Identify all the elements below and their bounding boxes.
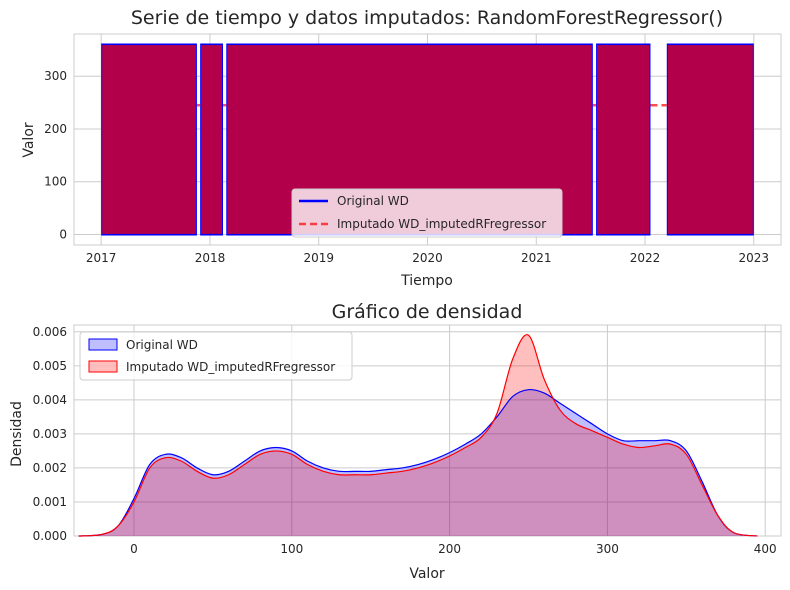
density-data	[78, 334, 758, 537]
density-x-tick-label: 300	[596, 542, 619, 556]
density-x-ticks: 0 100 200 300 400	[130, 542, 777, 556]
density-y-tick-label: 0.004	[33, 393, 67, 407]
imputed-series-band	[102, 45, 196, 234]
timeseries-x-label: Tiempo	[400, 273, 453, 289]
density-imputed-area	[78, 334, 758, 536]
timeseries-y-ticks: 0 100 200 300	[44, 69, 67, 241]
timeseries-x-tick-label: 2021	[521, 251, 552, 265]
density-y-tick-label: 0.002	[33, 461, 67, 475]
density-legend-box	[79, 331, 353, 381]
timeseries-x-tick-label: 2017	[86, 251, 117, 265]
density-y-tick-label: 0.001	[33, 495, 67, 509]
timeseries-legend: Original WD Imputado WD_imputedRFregress…	[291, 188, 563, 238]
density-original-area	[78, 389, 758, 536]
density-y-ticks: 0.000 0.001 0.002 0.003 0.004 0.005 0.006	[33, 325, 67, 543]
density-x-tick-label: 100	[280, 542, 303, 556]
density-y-label: Densidad	[9, 401, 25, 467]
timeseries-y-tick-label: 200	[44, 122, 67, 136]
timeseries-y-tick-label: 300	[44, 69, 67, 83]
legend-density-imputed-label: Imputado WD_imputedRFregressor	[126, 360, 335, 374]
density-imputed-line	[78, 334, 758, 537]
legend-original-label: Original WD	[337, 194, 409, 208]
density-x-tick-label: 200	[438, 542, 461, 556]
density-y-tick-label: 0.000	[33, 529, 67, 543]
density-grid	[74, 325, 781, 537]
timeseries-x-tick-label: 2022	[630, 251, 661, 265]
legend-density-imputed-swatch	[88, 360, 118, 373]
density-chart: 0 100 200 300 400 0.0000.0010.0020.0030.0040…	[9, 301, 782, 582]
imputed-series-band	[597, 45, 650, 234]
timeseries-x-ticks: 2017 2018 2019 2020 2021 2022 2023	[86, 251, 769, 265]
timeseries-x-tick-label: 2019	[303, 251, 334, 265]
timeseries-title: Serie de tiempo y datos imputados: Rando…	[131, 7, 723, 29]
timeseries-y-label: Valor	[21, 122, 37, 158]
timeseries-y-tick-label: 100	[44, 175, 67, 189]
density-x-label: Valor	[409, 566, 445, 582]
timeseries-y-tick-label: 0	[59, 227, 67, 241]
density-title: Gráfico de densidad	[332, 301, 523, 323]
timeseries-x-tick-label: 2020	[412, 251, 443, 265]
density-x-tick-label: 0	[130, 542, 138, 556]
timeseries-legend-box	[291, 188, 563, 238]
legend-density-original-swatch	[88, 338, 118, 351]
density-legend: Original WD Imputado WD_imputedRFregress…	[79, 331, 353, 381]
density-y-tick-label: 0.003	[33, 427, 67, 441]
density-y-tick-label: 0.005	[33, 359, 67, 373]
density-original-line	[78, 388, 758, 537]
density-y-tick-label: 0.006	[33, 325, 67, 339]
density-x-tick-label: 400	[754, 542, 777, 556]
imputed-series-band	[201, 45, 223, 234]
timeseries-x-tick-label: 2018	[195, 251, 226, 265]
timeseries-chart: 2017 2018 2019 2020 2021 2022 2023 0100200300 …	[21, 7, 782, 289]
timeseries-x-tick-label: 2023	[739, 251, 770, 265]
legend-imputed-label: Imputado WD_imputedRFregressor	[337, 217, 546, 231]
imputed-series-band	[667, 45, 753, 234]
legend-density-original-label: Original WD	[126, 338, 198, 352]
